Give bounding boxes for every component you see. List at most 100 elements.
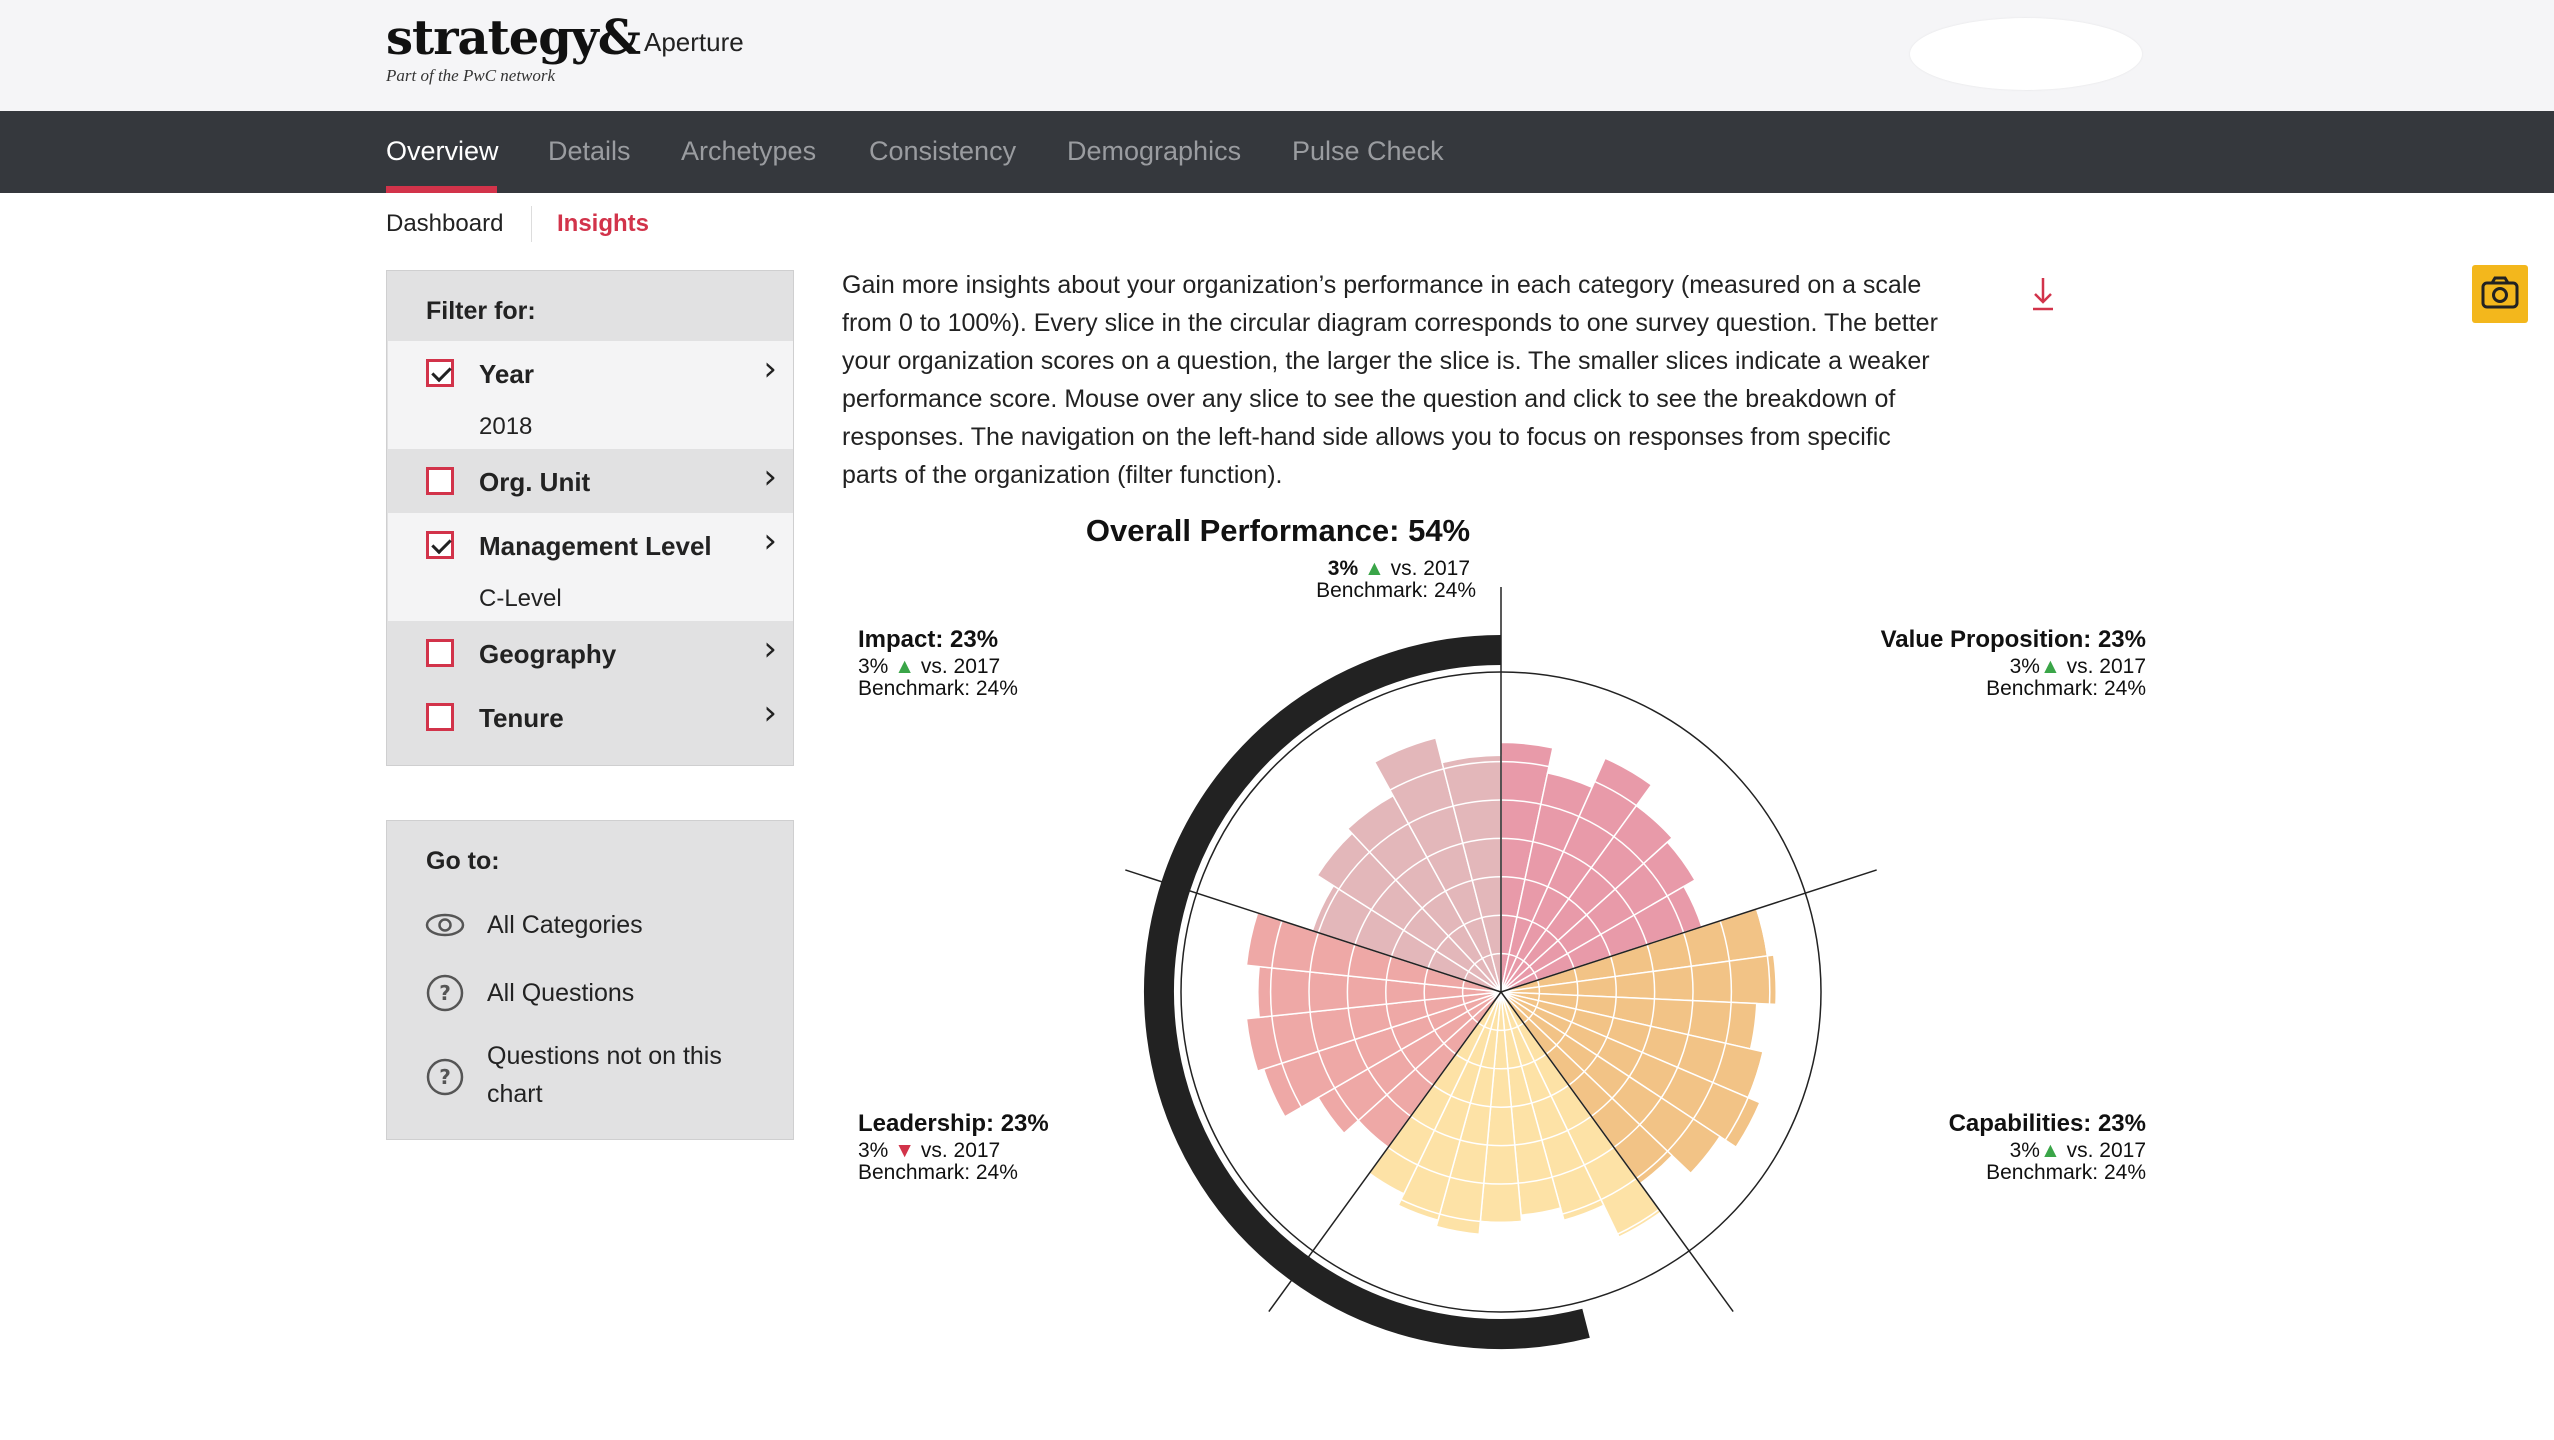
subnav-divider [531, 206, 532, 242]
tab-archetypes[interactable]: Archetypes [681, 136, 817, 166]
value-proposition-vs-label: vs. 2017 [2066, 655, 2146, 678]
leadership-benchmark: Benchmark: 24% [858, 1161, 1018, 1184]
subnav-dashboard[interactable]: Dashboard [386, 210, 504, 237]
chart-slice [1479, 991, 1523, 1224]
filter-management-level-value: C-Level [479, 585, 562, 612]
insights-description: Gain more insights about your organizati… [842, 271, 1938, 489]
grid-ring [1231, 722, 1771, 1262]
eye-icon [425, 913, 465, 937]
management-level-checkbox[interactable] [426, 531, 454, 559]
org-unit-checkbox[interactable] [426, 467, 454, 495]
chart-slice [1500, 907, 1769, 993]
chart-slice [1435, 991, 1502, 1236]
filter-year-label: Year [479, 359, 534, 389]
value-proposition-label[interactable]: Value Proposition: 23% [1880, 626, 2146, 653]
chart-slice [1500, 841, 1697, 993]
chart-title: Overall Performance: 54% [1085, 513, 1471, 548]
year-checkbox[interactable] [426, 359, 454, 387]
filter-panel-title: Filter for: [426, 297, 536, 325]
chart-slice [1500, 757, 1653, 993]
capabilities-up-arrow-icon: ▲ [2039, 1139, 2061, 1162]
chart-slice [1500, 991, 1722, 1175]
value-proposition-change: 3%▲ vs. 2017 [1750, 655, 2146, 679]
chart-slice [1346, 794, 1502, 993]
leadership-change: 3% ▼ vs. 2017 [858, 1139, 1000, 1163]
chart-slice [1245, 991, 1502, 1073]
grid-ring [1461, 952, 1541, 1032]
chart-slice [1500, 885, 1703, 993]
subnav-insights[interactable]: Insights [557, 210, 650, 237]
geography-checkbox[interactable] [426, 639, 454, 667]
capabilities-label[interactable]: Capabilities: 23% [1948, 1110, 2146, 1137]
tab-pulse-check[interactable]: Pulse Check [1292, 136, 1444, 166]
chart-slice [1500, 991, 1562, 1216]
chart-slice [1500, 991, 1605, 1222]
user-profile-button[interactable] [1910, 18, 2142, 90]
goto-questions-not-on-chart[interactable]: ? Questions not on this chart [387, 1033, 793, 1123]
tab-consistency[interactable]: Consistency [869, 136, 1017, 166]
overall-change: 3% ▲ vs. 2017 [1296, 557, 1470, 581]
outer-ring [1180, 671, 1822, 1313]
goto-all-questions[interactable]: ? All Questions [387, 969, 793, 1019]
filter-management-level[interactable]: Management Level › C-Level [388, 513, 793, 621]
overall-change-value: 3% [1327, 557, 1359, 580]
goto-all-categories[interactable]: All Categories [387, 901, 793, 951]
chart-slice [1257, 965, 1502, 1019]
chart-slice [1500, 804, 1674, 993]
download-icon[interactable] [2030, 276, 2056, 312]
chevron-right-icon[interactable]: › [763, 349, 777, 389]
filter-org-unit-label: Org. Unit [479, 467, 591, 497]
category-divider [1500, 991, 1734, 1313]
chart-slice [1500, 991, 1674, 1185]
question-circle-icon: ? [426, 974, 464, 1012]
filter-org-unit[interactable]: Org. Unit › [388, 449, 793, 513]
chevron-right-icon[interactable]: › [763, 521, 777, 561]
filter-tenure[interactable]: Tenure › [388, 685, 793, 749]
category-divider [1500, 869, 1877, 993]
chart-slice [1373, 736, 1502, 993]
filter-management-level-label: Management Level [479, 531, 712, 561]
question-circle-icon: ? [426, 1058, 464, 1096]
chart-slice [1368, 991, 1502, 1195]
chevron-right-icon[interactable]: › [763, 693, 777, 733]
screenshot-button[interactable] [2472, 265, 2528, 323]
chart-slice [1397, 991, 1502, 1222]
goto-panel-title: Go to: [426, 847, 500, 875]
grid-ring [1269, 760, 1733, 1224]
leadership-label[interactable]: Leadership: 23% [858, 1110, 1049, 1137]
strategy-logo[interactable]: strategy& Part of the PwC network [386, 10, 641, 86]
overall-performance-arc [1144, 635, 1590, 1349]
tab-demographics[interactable]: Demographics [1067, 136, 1242, 166]
logo-wordmark: strategy& [386, 10, 641, 66]
tab-details[interactable]: Details [548, 136, 631, 166]
tab-overview[interactable]: Overview [386, 136, 499, 166]
chart-slice [1245, 911, 1502, 993]
goto-panel: Go to: All Categories ? All Questions ? … [386, 820, 794, 1140]
leadership-down-arrow-icon: ▼ [894, 1139, 915, 1162]
chevron-right-icon[interactable]: › [763, 457, 777, 497]
goto-questions-not-on-chart-label: Questions not on this chart [487, 1042, 722, 1108]
goto-all-categories-label: All Categories [487, 911, 643, 939]
filter-year-value: 2018 [479, 413, 533, 440]
grid-ring [1308, 799, 1694, 1185]
impact-label[interactable]: Impact: 23% [858, 626, 999, 653]
filter-geography-label: Geography [479, 639, 617, 669]
impact-up-arrow-icon: ▲ [894, 655, 915, 678]
overall-benchmark: Benchmark: 24% [1316, 579, 1476, 602]
logo-subtitle: Part of the PwC network [386, 66, 556, 85]
value-proposition-benchmark: Benchmark: 24% [1986, 677, 2146, 700]
chart-slice [1500, 954, 1777, 1006]
filter-geography[interactable]: Geography › [388, 621, 793, 685]
grid-ring [1346, 837, 1656, 1147]
leadership-change-value: 3% [858, 1139, 889, 1162]
grid-ring [1423, 914, 1579, 1070]
chart-slice [1500, 991, 1758, 1050]
chart-slice [1316, 832, 1502, 993]
filter-year[interactable]: Year › 2018 [388, 341, 793, 449]
chart-slice [1311, 884, 1502, 993]
capabilities-change-value: 3% [2009, 1139, 2040, 1162]
tenure-checkbox[interactable] [426, 703, 454, 731]
chevron-right-icon[interactable]: › [763, 629, 777, 669]
capabilities-benchmark: Benchmark: 24% [1986, 1161, 2146, 1184]
goto-all-questions-label: All Questions [487, 979, 635, 1007]
